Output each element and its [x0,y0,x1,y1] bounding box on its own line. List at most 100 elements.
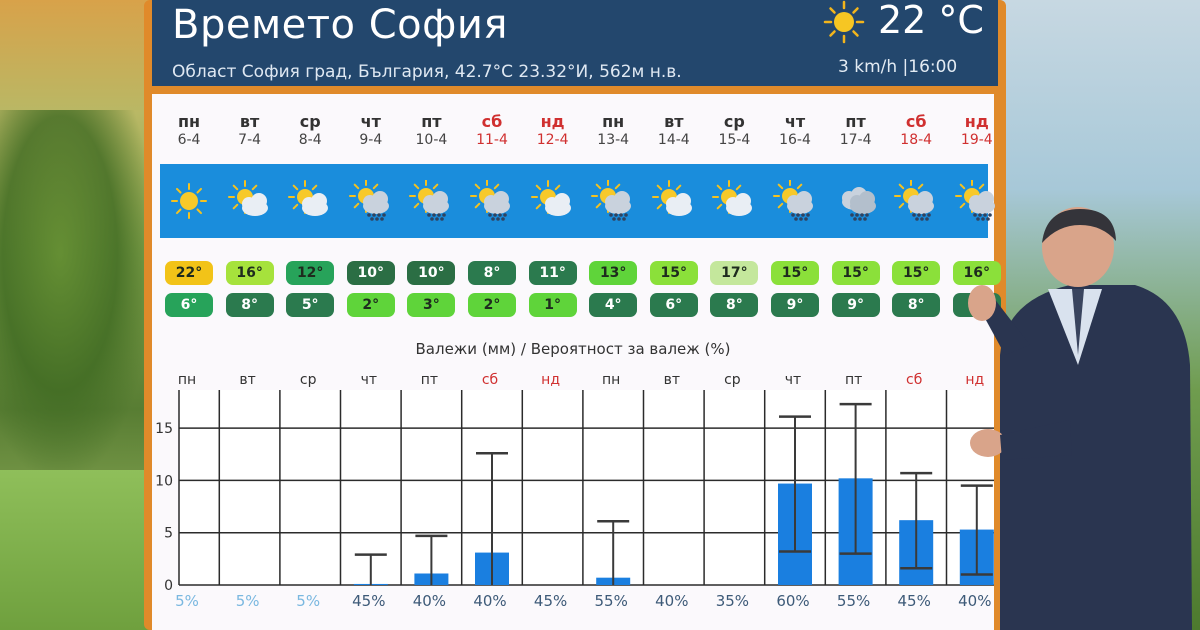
sun-cloud-icon [227,180,268,216]
high-temp-badge: 15° [831,261,880,285]
y-tick-label: 10 [155,473,173,489]
day-name: пт [845,112,866,131]
day-name: нд [540,112,565,131]
high-temp-badge: 15° [892,261,941,285]
y-tick-label: 0 [164,578,173,594]
probability-label: 40% [473,592,506,610]
x-category-label: чт [361,372,377,388]
probability-label: 45% [352,592,385,610]
probability-label: 60% [776,592,809,610]
day-name: чт [360,112,381,131]
day-name: пт [421,112,442,131]
probability-label: 5% [296,592,320,610]
precip-chart-title: Валежи (мм) / Вероятност за валеж (%) [415,340,731,358]
background-trees [0,110,150,470]
day-date: 10-4 [415,132,448,148]
x-category-label: вт [239,372,255,388]
probability-label: 40% [413,592,446,610]
x-category-label: вт [664,372,680,388]
low-temp-badge: 9° [771,293,819,317]
day-date: 9-4 [359,132,383,148]
sun-cloud-icon [288,180,329,216]
day-date: 12-4 [536,132,569,148]
high-temp-badge: 17° [710,261,759,285]
probability-label: 40% [655,592,688,610]
low-temp-badge: 4° [589,293,638,317]
day-date: 19-4 [960,132,993,148]
forecast-header: Времето София Област София град, Българи… [152,0,998,86]
sun-cloud-icon [651,180,692,216]
low-temp-badge: 8° [710,293,759,317]
day-date: 16-4 [779,132,811,148]
day-name: нд [964,112,989,131]
day-date: 7-4 [238,132,262,148]
cloud-rain-icon [841,187,876,221]
day-date: 17-4 [839,132,872,148]
day-header: сб 11-4 [462,112,522,150]
day-name: сб [481,112,503,131]
high-temp-badge: 8° [468,261,516,285]
probability-label: 5% [236,592,260,610]
day-date: 18-4 [900,132,933,148]
probability-label: 5% [175,592,199,610]
sun-cloud-rain-icon [409,180,450,221]
x-category-label: сб [906,372,922,388]
low-temp-badge: 9° [831,293,880,317]
sun-cloud-rain-icon [348,180,389,221]
sun-icon [171,183,207,219]
high-temp-badge: 22° [165,261,213,285]
page-title: Времето София [172,2,508,48]
day-name: ср [299,112,321,131]
high-temp-badge: 10° [407,261,456,285]
y-tick-label: 5 [164,526,173,542]
day-header: чт 16-4 [765,112,825,150]
day-header: пт 10-4 [401,112,461,150]
x-category-label: пт [421,372,438,388]
high-temp-badge: 15° [771,261,819,285]
day-date: 14-4 [657,132,690,148]
current-temperature: 22 °C [878,0,984,42]
sun-cloud-icon [712,180,753,216]
day-header: нд 12-4 [523,112,583,150]
sun-cloud-rain-icon [773,180,813,221]
day-name: ср [723,112,745,131]
day-name: сб [905,112,927,131]
probability-label: 40% [958,592,991,610]
sun-cloud-rain-icon [894,180,935,221]
x-category-label: пт [845,372,862,388]
day-name: вт [664,112,684,131]
x-category-label: пн [178,372,196,388]
high-temp-badge: 10° [346,261,395,285]
location-subtitle: Област София град, България, 42.7°С 23.3… [172,62,682,82]
x-category-label: ср [724,372,741,388]
day-header: нд 19-4 [947,112,1007,150]
sun-cloud-rain-icon [954,180,995,221]
high-temp-badge: 12° [286,261,335,285]
high-temp-badge: 15° [649,261,698,285]
low-temp-badge: 6° [165,293,213,317]
day-name: чт [784,112,806,131]
high-temp-badge: 13° [589,261,638,285]
x-category-label: чт [785,372,801,388]
day-header: сб 18-4 [886,112,946,150]
x-category-label: пн [602,372,620,388]
day-name: вт [239,112,260,131]
x-category-label: нд [541,372,560,388]
day-header: чт 9-4 [341,112,401,150]
day-date: 8-4 [298,132,322,148]
day-header: пт 17-4 [826,112,886,150]
probability-label: 55% [837,592,870,610]
day-header: ср 8-4 [280,112,340,150]
sun-cloud-rain-icon [591,180,632,221]
background-grass [0,470,150,630]
day-header: пн 13-4 [583,112,643,150]
low-temp-badge: 8° [225,293,274,317]
day-date: 6-4 [177,132,201,148]
low-temp-badge: 5° [286,293,335,317]
probability-label: 45% [534,592,567,610]
x-category-label: сб [482,372,498,388]
low-temp-badge: 6° [649,293,698,317]
sun-cloud-rain-icon [470,180,510,221]
day-date: 11-4 [476,132,508,148]
